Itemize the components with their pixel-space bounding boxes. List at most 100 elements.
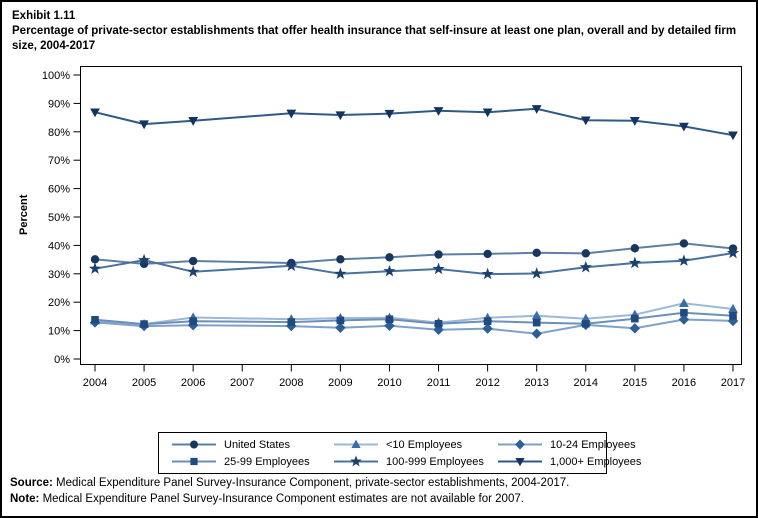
x-tick-label-2009: 2009 [328, 377, 352, 389]
legend-label: 10-24 Employees [550, 438, 636, 451]
data-point-100-999-employees [432, 262, 445, 275]
legend-item-united-states: United States [171, 436, 333, 453]
x-tick-label-2008: 2008 [279, 377, 303, 389]
x-tick-label-2016: 2016 [672, 377, 696, 389]
data-point-100-999-employees [187, 265, 200, 277]
data-point-1-000-employees [188, 117, 199, 126]
chart-legend: United States <10 Employees 10-24 Employ… [158, 432, 641, 474]
y-tick-label: 90% [48, 98, 70, 110]
y-tick-label: 100% [42, 70, 70, 82]
plot-area-border [80, 66, 742, 365]
legend-label: United States [224, 438, 291, 451]
data-point-25-99-employees [581, 319, 590, 328]
legend-marker-star-icon [334, 455, 378, 467]
data-point-1-000-employees [629, 117, 640, 126]
legend-item-25-99-employees: 25-99 Employees [171, 453, 333, 470]
data-point-25-99-employees [385, 315, 394, 324]
x-tick-label-2004: 2004 [83, 377, 107, 389]
legend-item-1000-plus-employees: 1,000+ Employees [497, 453, 641, 470]
marker-circle [190, 440, 198, 449]
note-text: Medical Expenditure Panel Survey-Insuran… [39, 493, 524, 505]
data-point-10-24-employees [531, 328, 542, 339]
x-tick-label-2012: 2012 [475, 377, 499, 389]
data-point-100-999-employees [334, 267, 347, 279]
data-point-100-999-employees [383, 264, 396, 277]
data-point-25-99-employees [189, 317, 197, 326]
y-tick-label: 60% [48, 184, 70, 196]
legend-label: 100-999 Employees [386, 455, 484, 468]
data-point-25-99-employees [434, 319, 443, 328]
data-point-1-000-employees [679, 122, 689, 132]
data-point-100-999-employees [726, 246, 740, 259]
data-point-10-24-employees [384, 320, 395, 331]
x-tick-label-2006: 2006 [181, 377, 205, 389]
data-point-united-states [581, 249, 590, 258]
data-point-1-000-employees [531, 105, 542, 114]
legend-marker-circle-icon [172, 440, 216, 449]
data-point-100-999-employees [481, 267, 494, 280]
title-block: Exhibit 1.11 Percentage of private-secto… [12, 9, 754, 54]
y-tick-label: 40% [48, 240, 70, 252]
data-point-1-000-employees [384, 109, 395, 119]
data-point-100-999-employees [88, 262, 102, 274]
data-point-10-employees [531, 310, 542, 320]
x-tick-label-2017: 2017 [721, 377, 745, 389]
data-point-united-states [434, 250, 443, 259]
data-point-united-states [336, 255, 345, 264]
data-point-25-99-employees [483, 317, 492, 326]
x-tick-label-2015: 2015 [623, 377, 647, 389]
legend-item-100-999-employees: 100-999 Employees [333, 453, 497, 470]
data-point-1-000-employees [335, 111, 346, 121]
x-tick-label-2011: 2011 [427, 377, 451, 389]
source-line: Source: Medical Expenditure Panel Survey… [10, 475, 569, 491]
data-point-100-999-employees [137, 253, 151, 266]
legend-label: 1,000+ Employees [550, 455, 642, 468]
legend-item-10-24-employees: 10-24 Employees [497, 436, 636, 453]
line-chart: 0% 10% 20% 30% 40% 50% 60% 70% 80% 90% 100% 2004 200… [42, 66, 745, 389]
marker-square [190, 457, 198, 466]
x-tick-label-2013: 2013 [524, 377, 548, 389]
legend-marker-triangle-down-icon [498, 457, 542, 467]
data-point-united-states [679, 239, 689, 248]
data-point-25-99-employees [336, 316, 345, 325]
x-tick-label-2014: 2014 [574, 377, 598, 389]
y-tick-label: 30% [48, 269, 70, 281]
data-point-100-999-employees [285, 259, 298, 272]
data-point-1-000-employees [90, 108, 100, 118]
source-label: Source: [10, 477, 53, 489]
note-line: Note: Medical Expenditure Panel Survey-I… [10, 491, 569, 507]
data-point-1-000-employees [286, 109, 297, 119]
y-tick-label: 70% [48, 155, 70, 167]
legend-marker-triangle-up-icon [334, 439, 378, 449]
data-point-100-999-employees [628, 256, 641, 269]
legend-marker-square-icon [172, 457, 216, 466]
data-point-1-000-employees [433, 107, 444, 116]
data-point-1-000-employees [728, 131, 738, 141]
y-tick-label: 0% [54, 354, 70, 366]
data-point-10-employees [679, 298, 689, 308]
x-tick-label-2010: 2010 [377, 377, 401, 389]
data-point-1-000-employees [580, 116, 591, 126]
data-point-25-99-employees [140, 320, 148, 328]
legend-label: 25-99 Employees [224, 455, 310, 468]
data-point-10-24-employees [629, 323, 641, 334]
series-line-1-000-employees [94, 107, 734, 137]
data-point-united-states [385, 253, 394, 262]
data-point-10-employees [728, 303, 738, 313]
y-tick-label: 20% [48, 297, 70, 309]
data-point-1-000-employees [139, 120, 149, 130]
marker-triangle-down [515, 457, 525, 467]
data-point-100-999-employees [677, 254, 691, 266]
marker-star [350, 455, 362, 467]
legend-item-under-10-employees: <10 Employees [333, 436, 497, 453]
marker-triangle-up [351, 439, 361, 449]
note-label: Note: [10, 493, 40, 505]
data-point-25-99-employees [532, 318, 541, 327]
x-tick-label-2005: 2005 [132, 377, 156, 389]
legend-label: <10 Employees [386, 438, 463, 451]
data-point-25-99-employees [680, 308, 688, 317]
source-text: Medical Expenditure Panel Survey-Insuran… [52, 477, 570, 489]
data-point-25-99-employees [91, 316, 99, 324]
y-axis-title: Percent [18, 194, 30, 235]
